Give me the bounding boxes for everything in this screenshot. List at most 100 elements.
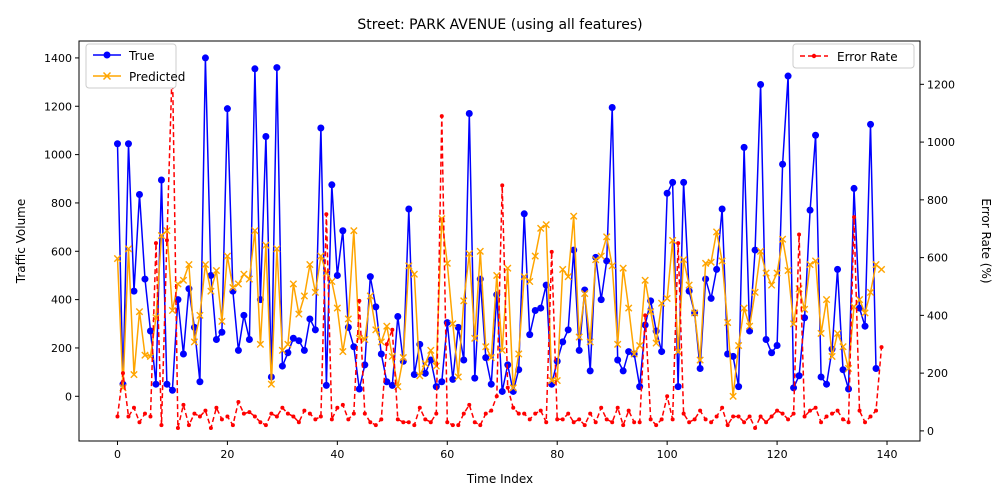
point-true	[597, 296, 605, 304]
point-error-rate	[159, 423, 164, 428]
point-true	[487, 380, 495, 388]
point-true	[812, 131, 820, 139]
point-predicted	[163, 227, 171, 235]
point-predicted	[564, 272, 572, 281]
point-predicted	[427, 346, 435, 355]
point-true	[779, 160, 787, 168]
point-error-rate	[852, 215, 857, 220]
point-error-rate	[764, 420, 769, 425]
point-error-rate	[747, 414, 752, 419]
point-error-rate	[835, 408, 840, 413]
point-predicted	[196, 311, 204, 320]
point-predicted	[284, 340, 292, 349]
point-predicted	[471, 334, 479, 342]
point-error-rate	[516, 411, 521, 416]
point-error-rate	[357, 298, 362, 303]
point-true	[680, 178, 688, 186]
point-true	[603, 257, 611, 265]
point-predicted	[432, 362, 440, 370]
point-predicted	[652, 339, 660, 347]
y2-tick-label: 800	[927, 194, 948, 207]
point-error-rate	[533, 411, 538, 416]
point-true	[817, 373, 825, 381]
point-error-rate	[390, 327, 395, 332]
point-error-rate	[368, 420, 373, 425]
point-true	[564, 326, 572, 334]
point-predicted	[278, 346, 287, 355]
point-true	[823, 380, 831, 388]
y2-tick-label: 1000	[927, 136, 955, 149]
point-error-rate	[329, 417, 334, 422]
point-error-rate	[571, 420, 576, 425]
point-predicted	[449, 320, 457, 328]
point-predicted	[361, 335, 369, 344]
point-true	[146, 327, 154, 335]
point-error-rate	[274, 414, 279, 419]
point-error-rate	[247, 410, 252, 415]
point-true	[196, 378, 204, 386]
point-true	[784, 72, 792, 80]
point-true	[608, 103, 616, 111]
legend-left: True Predicted	[85, 43, 185, 89]
point-error-rate	[483, 411, 488, 416]
point-error-rate	[203, 408, 208, 413]
point-predicted	[762, 269, 770, 277]
point-error-rate	[593, 420, 598, 425]
point-predicted	[251, 227, 259, 235]
point-true	[262, 132, 270, 140]
point-predicted	[124, 245, 133, 253]
point-true	[201, 54, 209, 62]
point-predicted	[641, 276, 649, 284]
point-true	[388, 381, 396, 389]
point-error-rate	[610, 420, 615, 425]
point-predicted	[756, 247, 765, 255]
point-true	[366, 273, 374, 281]
point-error-rate	[489, 408, 494, 413]
point-true	[867, 120, 875, 128]
point-true	[548, 380, 556, 388]
plot-frame	[78, 40, 921, 442]
point-predicted	[245, 275, 254, 283]
point-error-rate	[335, 405, 340, 410]
point-true	[702, 275, 710, 283]
point-true	[300, 346, 308, 354]
point-predicted	[602, 233, 611, 241]
point-true	[482, 354, 490, 362]
point-true	[273, 64, 281, 72]
point-true	[405, 205, 413, 213]
x-tick-label: 20	[220, 448, 234, 461]
point-error-rate	[164, 238, 169, 243]
point-error-rate	[307, 411, 312, 416]
point-predicted	[740, 304, 748, 312]
point-true	[454, 323, 462, 331]
point-true	[223, 105, 231, 113]
point-error-rate	[632, 420, 637, 425]
point-predicted	[822, 295, 831, 304]
point-true	[790, 384, 798, 392]
point-true	[762, 335, 770, 343]
point-predicted	[581, 289, 589, 298]
point-true	[520, 210, 528, 218]
point-predicted	[751, 288, 759, 297]
point-predicted	[493, 271, 501, 280]
point-error-rate	[384, 342, 389, 347]
x-tick-label: 40	[330, 448, 344, 461]
point-true	[157, 176, 165, 184]
point-error-rate	[868, 414, 873, 419]
point-error-rate	[181, 402, 186, 407]
point-error-rate	[797, 232, 802, 237]
point-predicted	[608, 262, 616, 270]
point-predicted	[811, 257, 820, 265]
point-predicted	[855, 295, 864, 304]
point-predicted	[482, 343, 490, 351]
point-predicted	[317, 252, 325, 260]
x-tick-label: 120	[767, 448, 788, 461]
point-error-rate	[544, 420, 549, 425]
point-true	[619, 367, 627, 375]
legend-predicted-label: Predicted	[129, 70, 185, 84]
point-predicted	[778, 235, 787, 243]
point-error-rate	[643, 313, 648, 318]
point-error-rate	[527, 417, 532, 422]
point-predicted	[113, 254, 122, 263]
point-true	[834, 265, 842, 273]
